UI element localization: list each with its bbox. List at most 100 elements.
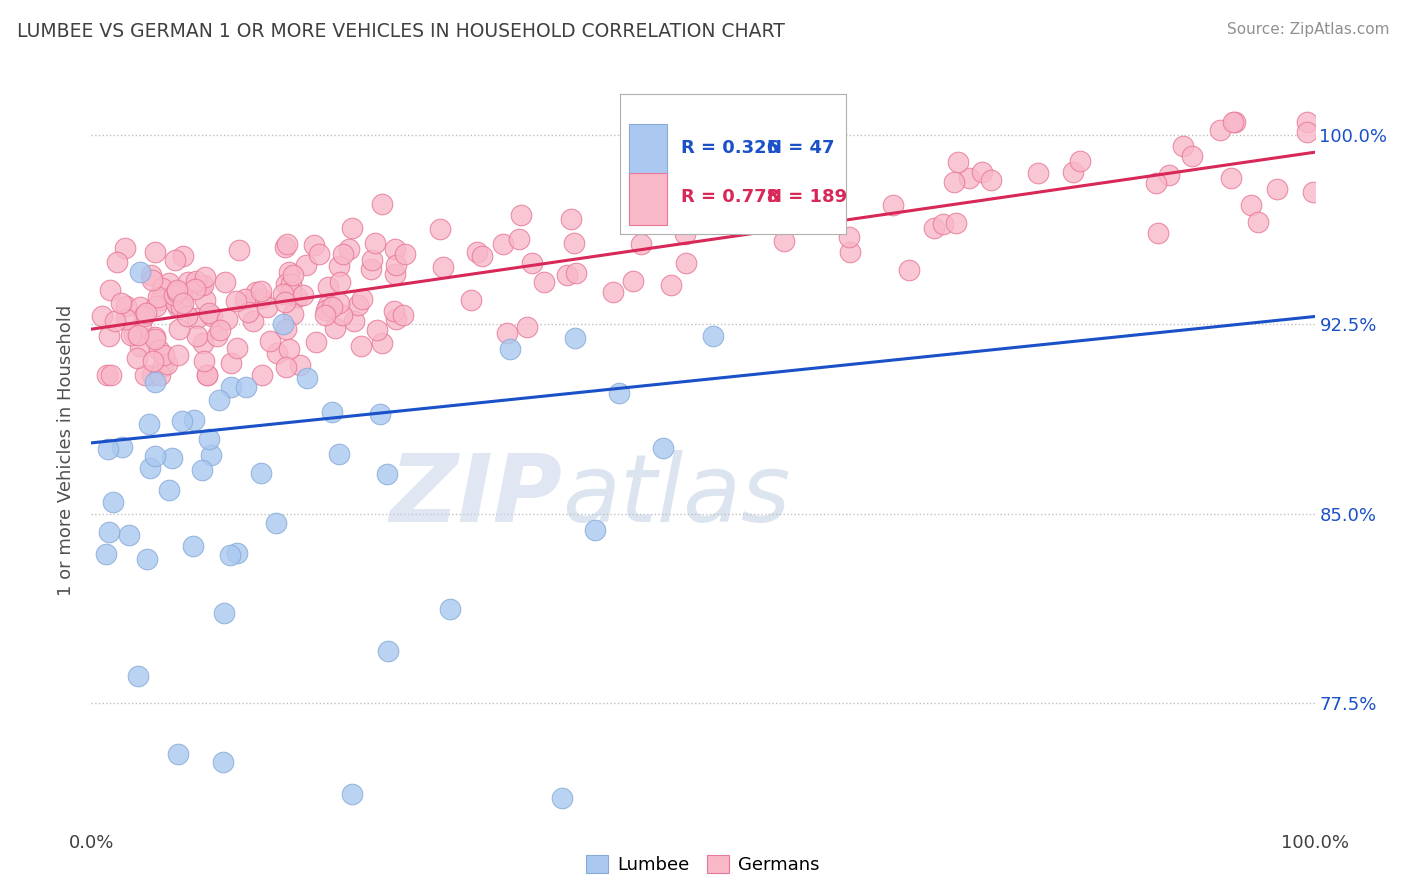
Point bbox=[621, 274, 644, 288]
Point bbox=[276, 277, 298, 292]
Point bbox=[1247, 215, 1270, 229]
Point bbox=[198, 432, 221, 446]
Point bbox=[200, 448, 222, 462]
Point bbox=[172, 249, 194, 263]
Point bbox=[360, 252, 382, 267]
Point bbox=[96, 368, 118, 382]
Point bbox=[280, 285, 302, 300]
Point bbox=[91, 309, 114, 323]
Point bbox=[321, 405, 343, 419]
Point bbox=[242, 313, 264, 327]
Point bbox=[122, 327, 145, 342]
Point bbox=[183, 539, 205, 553]
Point bbox=[1062, 164, 1084, 178]
Point bbox=[1026, 166, 1049, 180]
Point bbox=[323, 320, 346, 334]
Point bbox=[191, 278, 214, 293]
Point bbox=[957, 170, 980, 185]
Point bbox=[394, 247, 416, 261]
Point bbox=[274, 322, 297, 336]
Point bbox=[1209, 123, 1232, 137]
Point bbox=[249, 284, 271, 298]
Point bbox=[186, 328, 208, 343]
Point bbox=[274, 240, 297, 254]
Point bbox=[167, 300, 190, 314]
Point bbox=[191, 335, 214, 350]
Point bbox=[276, 360, 298, 375]
Point bbox=[271, 317, 294, 331]
Point bbox=[259, 334, 281, 348]
Point bbox=[98, 525, 121, 540]
Point bbox=[264, 516, 287, 531]
Point bbox=[183, 413, 205, 427]
Point bbox=[162, 288, 184, 302]
Point bbox=[97, 442, 120, 456]
Point bbox=[177, 275, 200, 289]
Point bbox=[271, 287, 294, 301]
Point bbox=[1069, 153, 1091, 168]
Point bbox=[295, 258, 318, 272]
Point bbox=[1144, 176, 1167, 190]
Point bbox=[266, 345, 288, 359]
Point bbox=[375, 467, 398, 481]
Point bbox=[551, 790, 574, 805]
Point bbox=[602, 285, 624, 300]
Point bbox=[675, 256, 697, 270]
Point bbox=[516, 319, 538, 334]
Point bbox=[288, 359, 311, 373]
Point bbox=[115, 299, 138, 313]
Point bbox=[96, 547, 118, 561]
Point bbox=[201, 310, 224, 324]
Point bbox=[100, 368, 122, 382]
Point bbox=[162, 451, 184, 466]
Point bbox=[343, 314, 366, 328]
Point bbox=[330, 308, 353, 322]
Point bbox=[499, 342, 522, 356]
Point bbox=[115, 311, 138, 326]
Point bbox=[276, 236, 298, 251]
Point bbox=[139, 461, 162, 475]
Point bbox=[195, 368, 218, 382]
Point bbox=[340, 787, 363, 801]
Point bbox=[1265, 182, 1288, 196]
Point bbox=[208, 393, 231, 408]
Point bbox=[385, 258, 408, 272]
Point bbox=[236, 304, 259, 318]
Point bbox=[1173, 139, 1195, 153]
Point bbox=[377, 644, 399, 658]
Point bbox=[314, 309, 336, 323]
Point bbox=[432, 260, 454, 274]
Point bbox=[176, 310, 198, 324]
Point bbox=[328, 447, 350, 461]
Point bbox=[332, 247, 354, 261]
Point bbox=[170, 300, 193, 314]
Point bbox=[156, 357, 179, 371]
Text: atlas: atlas bbox=[562, 450, 790, 541]
Point bbox=[652, 441, 675, 455]
Point bbox=[352, 292, 374, 306]
Point bbox=[149, 293, 172, 307]
Point bbox=[972, 165, 994, 179]
Point bbox=[118, 528, 141, 542]
Point bbox=[138, 417, 160, 431]
Point bbox=[190, 277, 212, 292]
Point bbox=[328, 259, 350, 273]
Point bbox=[120, 328, 142, 343]
Point bbox=[129, 301, 152, 315]
Point bbox=[439, 601, 461, 615]
Point bbox=[702, 328, 724, 343]
Point bbox=[1296, 115, 1319, 129]
Point bbox=[105, 255, 128, 269]
Point bbox=[363, 235, 385, 250]
Point bbox=[194, 293, 217, 307]
Point bbox=[429, 221, 451, 235]
Point bbox=[946, 155, 969, 169]
Point bbox=[281, 307, 304, 321]
Point bbox=[562, 235, 585, 250]
Point bbox=[184, 282, 207, 296]
Point bbox=[172, 290, 194, 304]
Point bbox=[219, 548, 242, 562]
Point bbox=[165, 253, 187, 268]
Point bbox=[371, 197, 394, 211]
Point bbox=[101, 495, 124, 509]
